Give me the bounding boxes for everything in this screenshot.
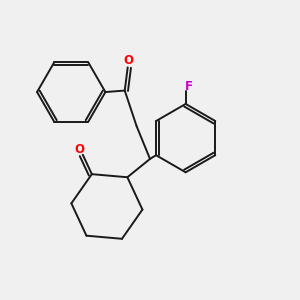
Text: O: O bbox=[74, 143, 84, 156]
Text: O: O bbox=[123, 54, 133, 67]
Text: F: F bbox=[184, 80, 193, 93]
